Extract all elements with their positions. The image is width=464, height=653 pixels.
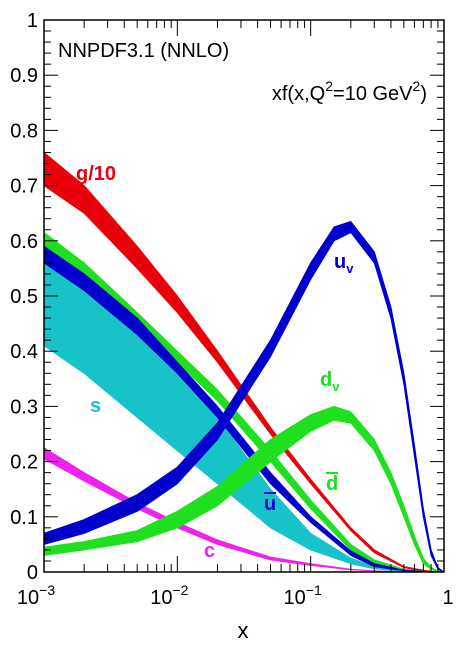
series-label-gluon: g/10 [76, 163, 116, 185]
x-tick-label: 10−2 [150, 582, 188, 609]
x-tick-label: 10−1 [284, 582, 322, 609]
y-tick-label: 0.9 [10, 65, 38, 87]
y-tick-label: 0.1 [10, 507, 38, 529]
x-tick-label: 10−3 [17, 582, 55, 609]
series-label-dvalence: dv [320, 369, 340, 394]
quantity-label: xf(x,Q2=10 GeV2) [272, 78, 427, 105]
series-label-strange: s [90, 395, 101, 417]
pdf-bands [43, 152, 445, 573]
y-tick-label: 0.6 [10, 231, 38, 253]
band-uvalence [43, 221, 445, 573]
y-tick-label: 0.4 [10, 341, 38, 363]
y-tick-label: 0.5 [10, 286, 38, 308]
axis-tick-labels: 0 0.1 0.2 0.3 0.4 0.5 0.6 0.7 0.8 0.9 1 10−3 10−2 10−… [10, 10, 453, 609]
y-tick-label: 0 [27, 562, 38, 584]
axis-ticks [43, 19, 445, 573]
series-label-uvalence: uv [334, 251, 354, 276]
pdf-set-label: NNPDF3.1 (NNLO) [58, 40, 229, 62]
x-axis-label: x [238, 618, 249, 643]
series-labels: g/10 s d u c dv uv [76, 163, 354, 562]
y-tick-label: 0.8 [10, 120, 38, 142]
y-tick-label: 1 [27, 10, 38, 32]
y-tick-label: 0.7 [10, 176, 38, 198]
series-label-dbar: d [326, 473, 338, 495]
x-tick-label: 1 [442, 587, 453, 609]
y-tick-label: 0.2 [10, 452, 38, 474]
series-label-ubar: u [264, 493, 276, 515]
y-tick-label: 0.3 [10, 396, 38, 418]
series-label-charm: c [204, 540, 215, 562]
